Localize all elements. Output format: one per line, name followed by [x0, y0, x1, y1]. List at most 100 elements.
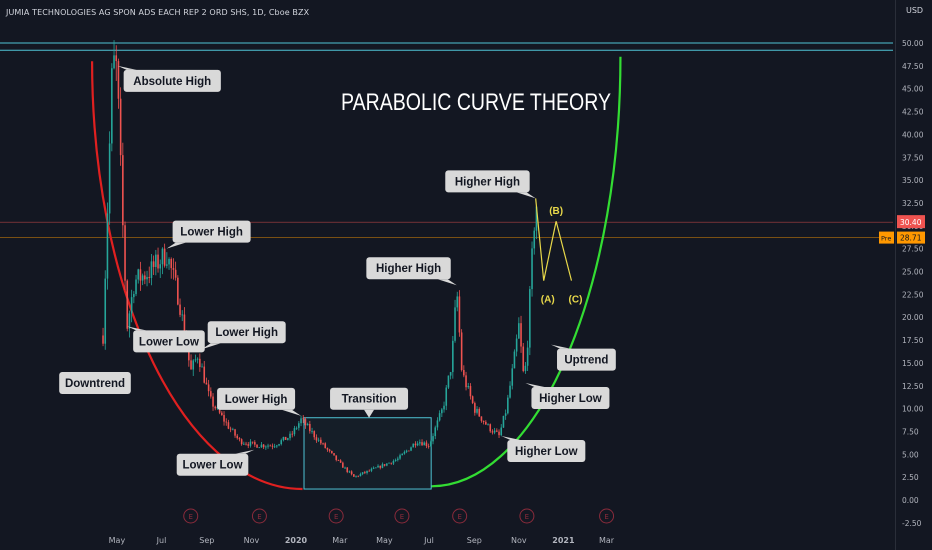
candle-body — [218, 407, 221, 413]
annotation-callout: Lower High — [217, 387, 302, 416]
candle-body — [487, 424, 489, 426]
candle-body — [293, 428, 296, 435]
candle-body — [454, 307, 456, 341]
candle-body — [357, 475, 360, 477]
callout-text: Higher Low — [515, 446, 578, 458]
candle-body — [282, 436, 285, 441]
candle-body — [467, 386, 470, 388]
candle-body — [443, 405, 445, 410]
callout-pointer — [201, 343, 221, 350]
callout-box — [445, 170, 530, 193]
candle-body — [203, 366, 206, 383]
badge-bg — [897, 215, 925, 229]
candle-body — [225, 421, 228, 423]
price-tick-label: 37.50 — [902, 153, 924, 162]
annotation-callout: Higher Low — [525, 383, 610, 410]
candle-body — [515, 338, 518, 352]
candle-body — [469, 386, 472, 397]
earnings-marker — [519, 508, 535, 524]
candle-body — [236, 435, 239, 439]
pre-market-badge: Pre 28.71 — [879, 231, 925, 244]
candle-body — [509, 385, 511, 398]
candle-body — [269, 445, 272, 447]
candle-body — [152, 261, 155, 267]
candle-body — [183, 314, 186, 338]
earnings-marker — [452, 508, 468, 524]
candle-body — [124, 225, 126, 281]
candle-body — [410, 447, 412, 451]
candle-body — [157, 254, 159, 269]
time-tick-label: May — [109, 536, 126, 545]
price-tick-label: 25.00 — [902, 268, 924, 277]
candle-body — [273, 446, 276, 448]
callout-box — [557, 348, 616, 371]
callout-pointer — [127, 326, 147, 331]
callout-text: Absolute High — [133, 76, 211, 88]
annotation-callout: Lower Low — [127, 326, 205, 353]
earnings-marker — [251, 508, 267, 524]
candle-body — [311, 431, 313, 432]
price-tick-label: 50.00 — [902, 39, 924, 48]
candle-body — [504, 413, 507, 416]
candle-body — [122, 155, 124, 226]
candle-body — [119, 98, 122, 156]
price-tick-label: 2.50 — [902, 473, 919, 482]
callout-box — [172, 220, 251, 243]
candle-body — [471, 396, 474, 404]
price-tick-label: 15.00 — [902, 359, 924, 368]
callout-text: Higher High — [376, 263, 441, 275]
time-tick-label: 2021 — [552, 536, 575, 545]
candle-body — [526, 347, 529, 366]
candle-body — [205, 382, 208, 385]
candle-body — [262, 444, 265, 448]
callout-pointer — [501, 436, 521, 441]
candle-body — [181, 314, 184, 316]
candle-body — [482, 420, 485, 422]
candle-body — [436, 420, 439, 428]
candle-body — [232, 429, 234, 431]
candle-body — [130, 297, 133, 314]
candle-body — [425, 442, 428, 446]
candle-body — [535, 206, 538, 231]
candle-body — [207, 384, 210, 392]
candle-body — [441, 409, 443, 414]
candle-body — [289, 433, 291, 439]
time-tick-label: May — [376, 536, 393, 545]
candle-body — [445, 387, 448, 406]
candle-body — [331, 450, 333, 454]
badge-prefix-text: Pre — [881, 235, 891, 243]
callout-box — [133, 330, 205, 353]
candle-body — [419, 442, 421, 444]
candle-body — [485, 421, 487, 425]
candle-body — [328, 449, 331, 451]
candle-body — [199, 358, 201, 368]
candle-body — [507, 397, 509, 414]
candle-body — [381, 464, 384, 468]
time-tick-label: Sep — [199, 536, 214, 545]
callout-pointer — [235, 449, 255, 454]
candles — [102, 40, 538, 478]
candle-body — [128, 313, 131, 329]
candle-body — [478, 408, 481, 417]
candle-body — [256, 444, 258, 448]
candle-body — [337, 459, 340, 461]
candle-body — [265, 446, 267, 448]
time-tick-label: Nov — [511, 536, 527, 545]
candle-body — [456, 296, 459, 308]
candle-body — [163, 248, 166, 266]
candle-body — [405, 450, 408, 452]
time-tick-label: Mar — [332, 536, 348, 545]
candle-body — [159, 264, 162, 269]
candle-body — [533, 230, 536, 249]
candle-body — [355, 475, 357, 477]
candle-body — [141, 275, 144, 281]
candle-body — [249, 441, 252, 446]
candle-body — [174, 269, 177, 278]
candle-body — [179, 304, 181, 315]
candle-body — [168, 258, 170, 265]
candle-body — [423, 442, 426, 446]
candle-body — [115, 55, 118, 62]
candle-body — [531, 248, 533, 290]
callout-text: Higher High — [455, 176, 520, 188]
